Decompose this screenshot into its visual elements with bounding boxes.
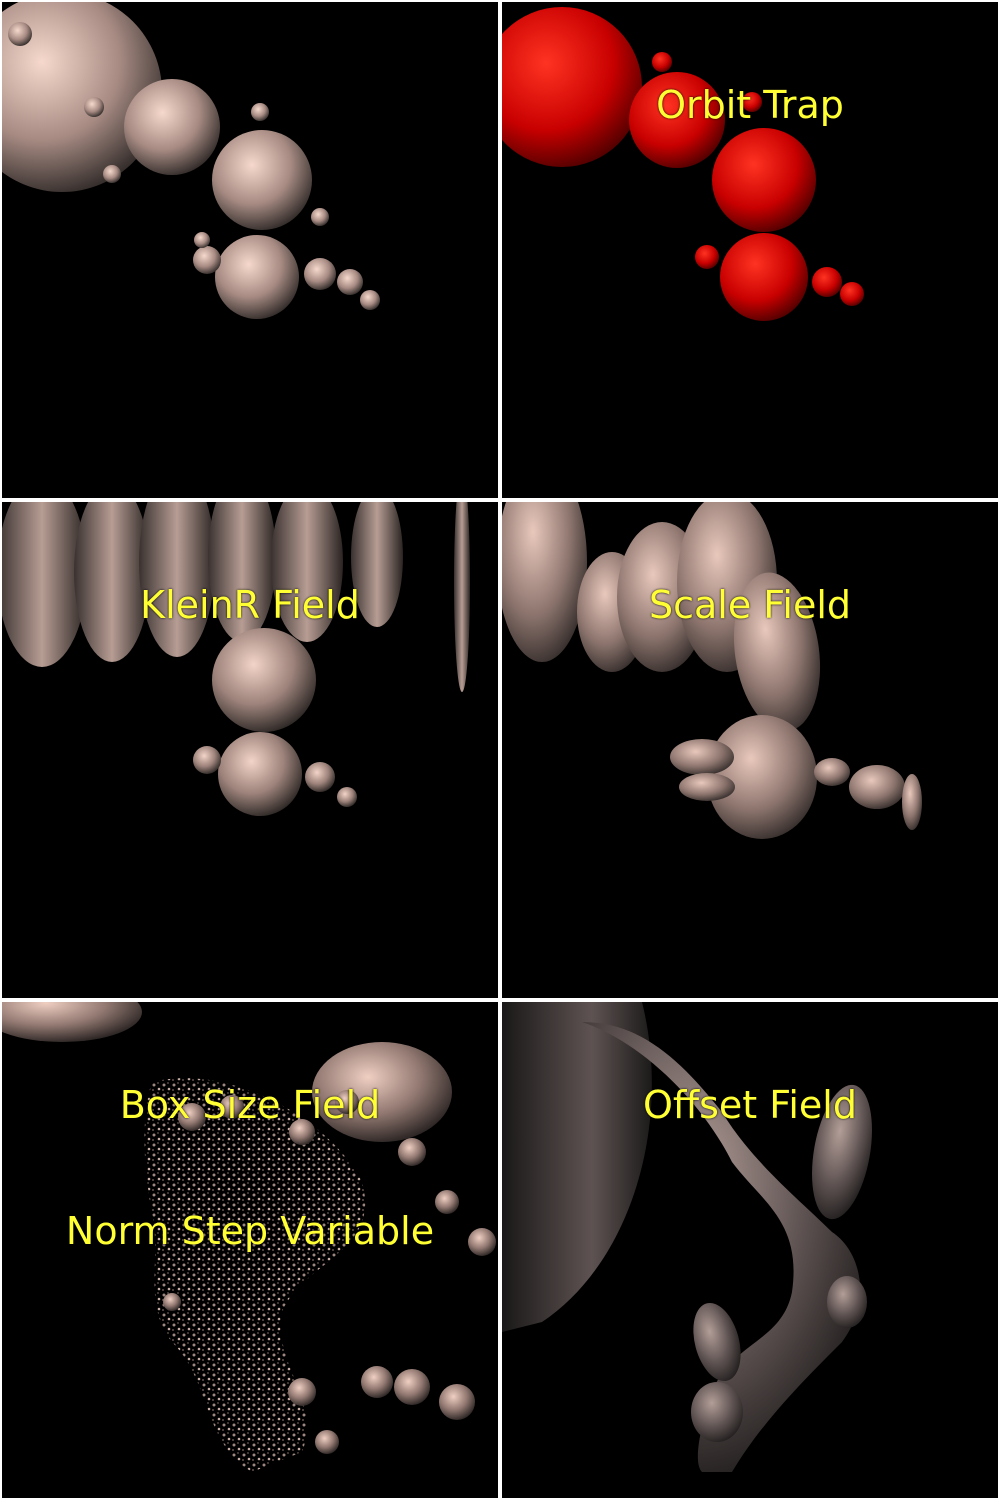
caption-line: Scale Field [648,583,852,627]
panel-offset-field: Offset Field [502,1002,998,1498]
panel-caption-orbit-trap: Orbit Trap [502,2,998,210]
caption-line: Orbit Trap [656,83,844,127]
caption-line: Norm Step Variable [65,1209,435,1253]
fractal-box-size-field-image [2,1002,496,1472]
fractal-kleinr-field-image [2,502,470,816]
caption-line: KleinR Field [140,583,360,627]
fractal-scale-field-image [502,502,922,839]
caption-line: Offset Field [643,1083,857,1127]
panel-caption-offset-field: Offset Field [502,1002,998,1210]
fractal-base-image [2,2,380,319]
fractal-orbit-trap-image [502,7,864,321]
panel-base-render [2,2,498,498]
panel-kleinr-field: KleinR Field [2,502,498,998]
panel-scale-field: Scale Field [502,502,998,998]
panel-caption-kleinr-field: KleinR Field [2,502,498,710]
panel-orbit-trap: Orbit Trap [502,2,998,498]
panel-caption-box-size-field: Box Size Field Norm Step Variable [2,1002,498,1336]
fractal-offset-field-image [502,1002,872,1472]
panel-caption-scale-field: Scale Field [502,502,998,710]
panel-box-size-field: Box Size Field Norm Step Variable [2,1002,498,1498]
caption-line: Box Size Field [119,1083,381,1127]
